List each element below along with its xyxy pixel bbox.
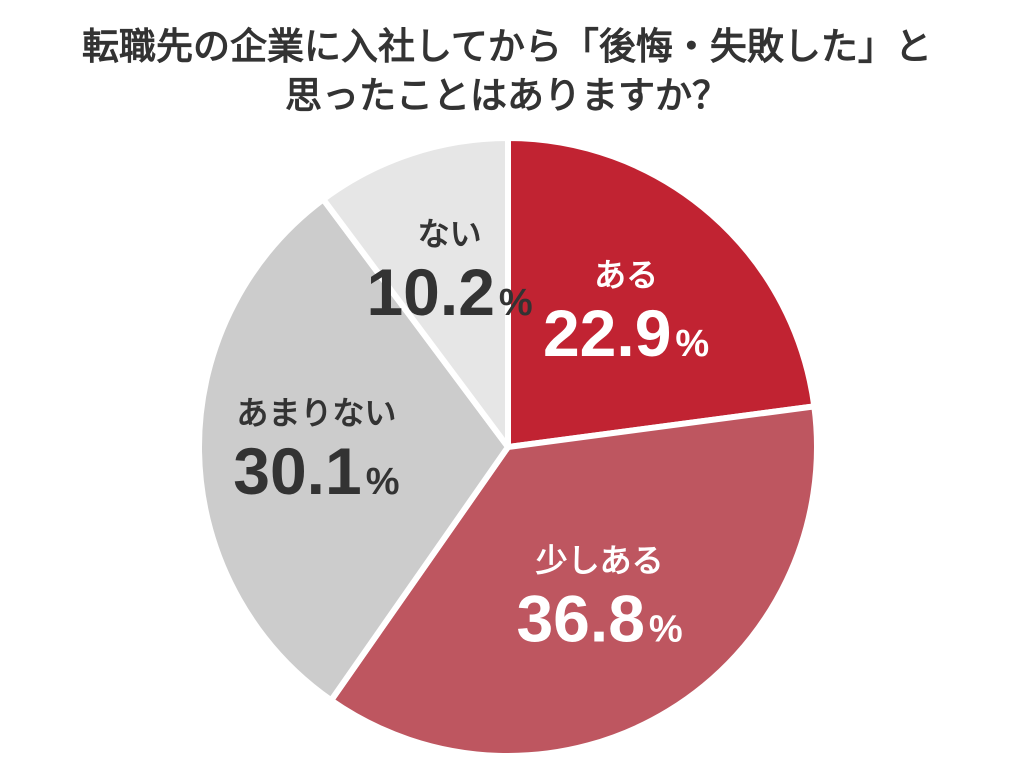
slice-aru-value-unit: % xyxy=(675,323,709,365)
slice-sukoshi-aru-value-unit: % xyxy=(649,609,683,651)
slice-aru-value: 22.9% xyxy=(543,296,709,370)
slice-aru xyxy=(505,135,818,450)
slice-nai-label: ない xyxy=(418,215,482,253)
slice-amari-nai-value: 30.1% xyxy=(233,434,399,508)
slice-nai-value: 10.2% xyxy=(366,255,532,329)
chart-title-line-2: 思ったことはありますか？ xyxy=(285,74,729,117)
slice-amari-nai-label: あまりない xyxy=(236,394,396,432)
slice-sukoshi-aru-value: 36.8% xyxy=(516,582,682,656)
slice-nai-value-unit: % xyxy=(499,282,533,324)
chart-title-line-1: 転職先の企業に入社してから「後悔・失敗した」と xyxy=(82,25,932,68)
slice-sukoshi-aru-value-number: 36.8 xyxy=(516,582,644,656)
slice-amari-nai xyxy=(196,196,511,704)
slice-amari-nai-value-number: 30.1 xyxy=(233,434,361,508)
slice-amari-nai-value-unit: % xyxy=(366,461,400,503)
slice-sukoshi-aru xyxy=(328,403,820,759)
slice-nai xyxy=(320,135,511,450)
slice-aru-value-number: 22.9 xyxy=(543,296,671,370)
chart-title: 転職先の企業に入社してから「後悔・失敗した」と 思ったことはありますか？ xyxy=(0,22,1014,120)
slice-sukoshi-aru-label: 少しある xyxy=(536,542,664,580)
slice-nai-value-number: 10.2 xyxy=(366,255,494,329)
slice-aru-label: ある xyxy=(594,256,658,294)
pie-slices xyxy=(196,135,820,759)
